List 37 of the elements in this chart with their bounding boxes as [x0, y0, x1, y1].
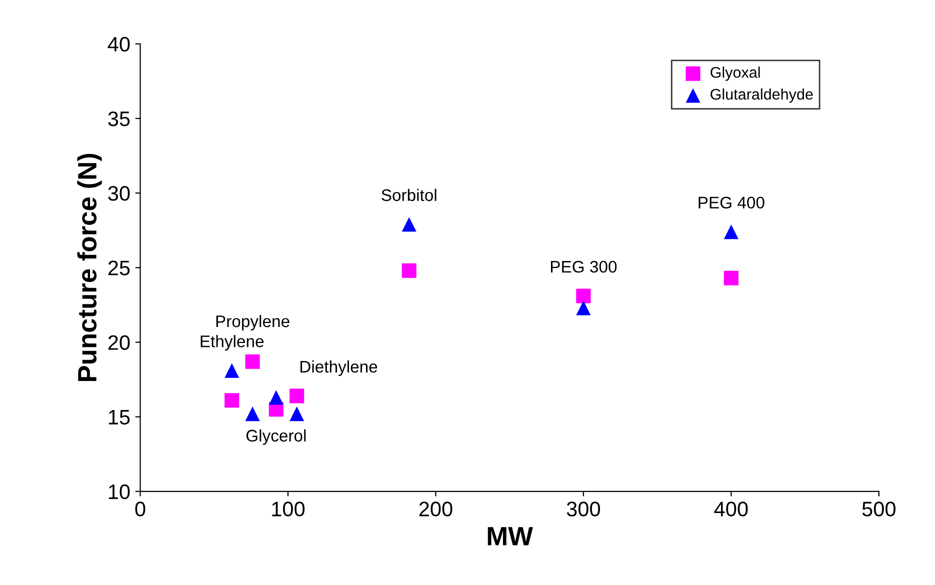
x-axis-title: MW — [488, 527, 533, 546]
point — [576, 288, 591, 304]
point — [290, 388, 304, 404]
annotation: Glycerol — [246, 429, 306, 445]
annotation: Propylene — [216, 314, 290, 330]
point — [268, 390, 284, 405]
point — [576, 300, 591, 316]
legend-label: Glutaraldehyde — [710, 88, 813, 103]
point — [402, 217, 416, 232]
y-tick-label: 40 — [108, 36, 130, 52]
y-tick-label: 10 — [108, 484, 130, 500]
x-tick-label: 300 — [566, 502, 600, 516]
y-tick-label: 25 — [108, 260, 130, 276]
point — [402, 263, 416, 278]
y-tick-label: 35 — [108, 111, 130, 126]
point — [724, 224, 738, 240]
x-tick-label: 0 — [135, 502, 146, 516]
annotation: Diethylene — [300, 360, 378, 376]
annotation: Ethylene — [200, 335, 264, 351]
legend-label: Glyoxal — [710, 66, 760, 81]
point — [224, 393, 240, 408]
point — [224, 363, 240, 378]
y-tick-label: 20 — [108, 335, 130, 350]
annotation: Sorbitol — [382, 188, 436, 202]
point — [290, 406, 304, 422]
point — [245, 406, 260, 422]
y-tick-label: 30 — [108, 186, 130, 201]
x-tick-label: 500 — [862, 502, 896, 516]
x-tick-label: 200 — [419, 502, 452, 516]
annotation: PEG 400 — [698, 196, 764, 209]
point — [724, 270, 738, 286]
point — [245, 354, 260, 369]
annotation: PEG 300 — [550, 260, 617, 273]
y-axis-title: Puncture force (N) — [77, 154, 102, 381]
y-tick-label: 15 — [108, 410, 130, 425]
x-tick-label: 400 — [714, 502, 748, 516]
x-tick-label: 100 — [272, 502, 305, 516]
